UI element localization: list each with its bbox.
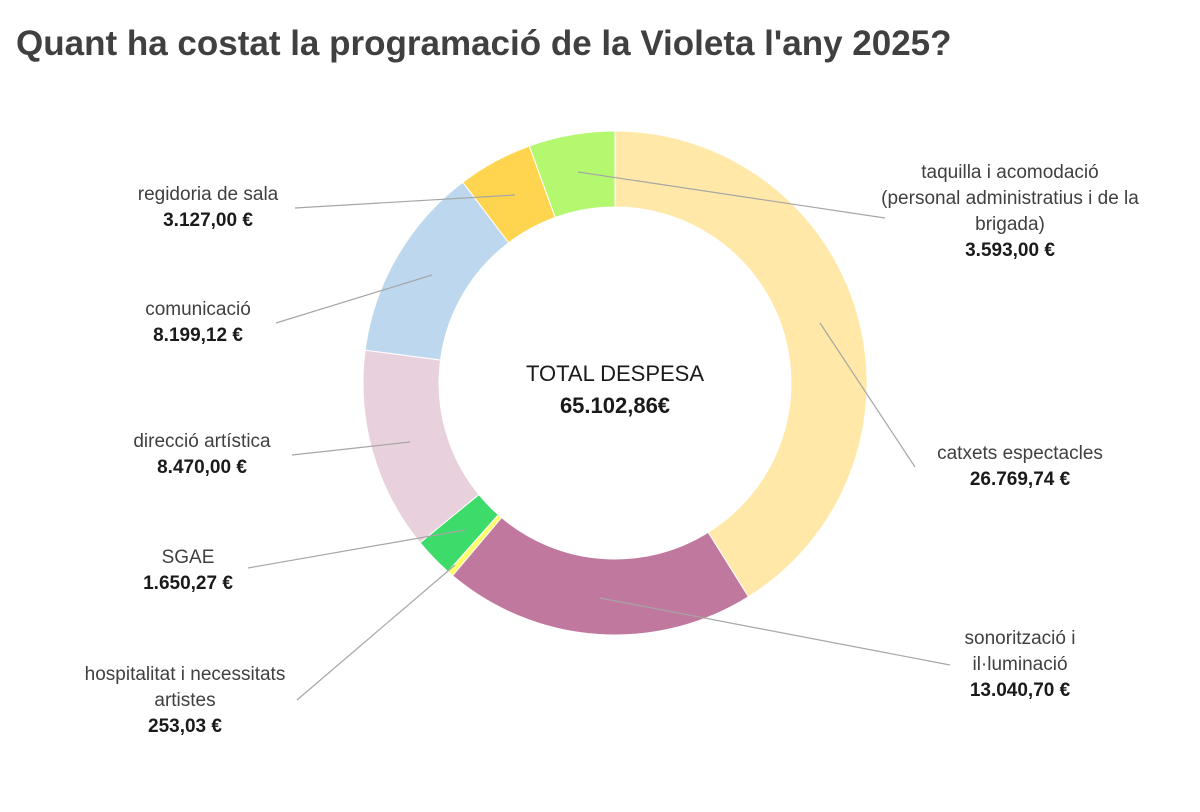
slice-label: taquilla i acomodació (personal administ… <box>881 162 1139 235</box>
label-taquilla: taquilla i acomodació (personal administ… <box>880 160 1140 264</box>
label-sgae: SGAE 1.650,27 € <box>118 545 258 597</box>
leader-line <box>296 564 456 701</box>
center-label: TOTAL DESPESA <box>525 361 705 386</box>
slice-value: 253,03 € <box>148 716 222 737</box>
slice-value: 8.199,12 € <box>153 325 243 346</box>
slice-value: 3.127,00 € <box>163 210 253 231</box>
slice-value: 1.650,27 € <box>143 573 233 594</box>
leader-line <box>294 194 516 209</box>
label-catxets: catxets espectacles 26.769,74 € <box>920 441 1120 493</box>
slice-value: 3.593,00 € <box>965 240 1055 261</box>
slice-label: catxets espectacles <box>937 443 1103 464</box>
donut-slice <box>528 130 616 219</box>
center-value: 65.102,86€ <box>559 393 671 418</box>
label-hospitalitat: hospitalitat i necessitats artistes 253,… <box>80 662 290 740</box>
label-comunicacio: comunicació 8.199,12 € <box>118 297 278 349</box>
center-total: TOTAL DESPESA 65.102,86€ <box>515 358 715 422</box>
leader-line <box>819 322 916 468</box>
slice-label: regidoria de sala <box>137 184 279 205</box>
leader-line <box>291 441 411 456</box>
slice-label: direcció artística <box>133 431 271 452</box>
leader-line <box>599 597 951 666</box>
slice-label: SGAE <box>161 547 215 568</box>
label-regidoria: regidoria de sala 3.127,00 € <box>108 182 308 234</box>
slice-label: hospitalitat i necessitats artistes <box>84 664 286 711</box>
leader-line <box>577 171 886 219</box>
leader-line <box>247 529 466 569</box>
leader-line <box>275 274 433 324</box>
label-sonoritzacio: sonorització i il·luminació 13.040,70 € <box>940 626 1100 704</box>
slice-value: 8.470,00 € <box>157 457 247 478</box>
chart-title: Quant ha costat la programació de la Vio… <box>16 24 952 63</box>
slice-label: comunicació <box>145 299 251 320</box>
slice-value: 13.040,70 € <box>969 680 1071 701</box>
label-direccio: direcció artística 8.470,00 € <box>102 429 302 481</box>
donut-slice <box>614 130 868 598</box>
slice-label: sonorització i il·luminació <box>964 628 1076 675</box>
slice-value: 26.769,74 € <box>969 469 1071 490</box>
